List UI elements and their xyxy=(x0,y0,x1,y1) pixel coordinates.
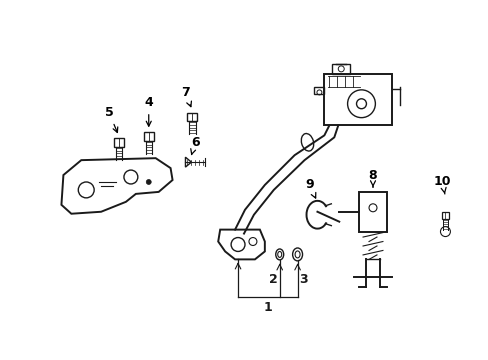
Text: 10: 10 xyxy=(433,175,450,194)
Text: 4: 4 xyxy=(144,96,153,126)
Bar xyxy=(358,192,386,231)
Circle shape xyxy=(146,180,151,184)
Text: 3: 3 xyxy=(299,273,307,286)
Bar xyxy=(324,74,391,125)
Text: 2: 2 xyxy=(269,273,278,286)
Bar xyxy=(143,132,153,141)
Text: 5: 5 xyxy=(104,106,118,132)
Text: 6: 6 xyxy=(190,136,199,154)
Bar xyxy=(314,86,324,94)
Bar xyxy=(332,64,349,74)
Bar xyxy=(114,138,123,147)
Text: 8: 8 xyxy=(368,168,377,187)
Bar xyxy=(187,113,197,121)
Text: 1: 1 xyxy=(263,301,272,314)
Text: 7: 7 xyxy=(181,86,191,107)
Text: 9: 9 xyxy=(305,179,315,198)
Bar xyxy=(441,212,448,219)
